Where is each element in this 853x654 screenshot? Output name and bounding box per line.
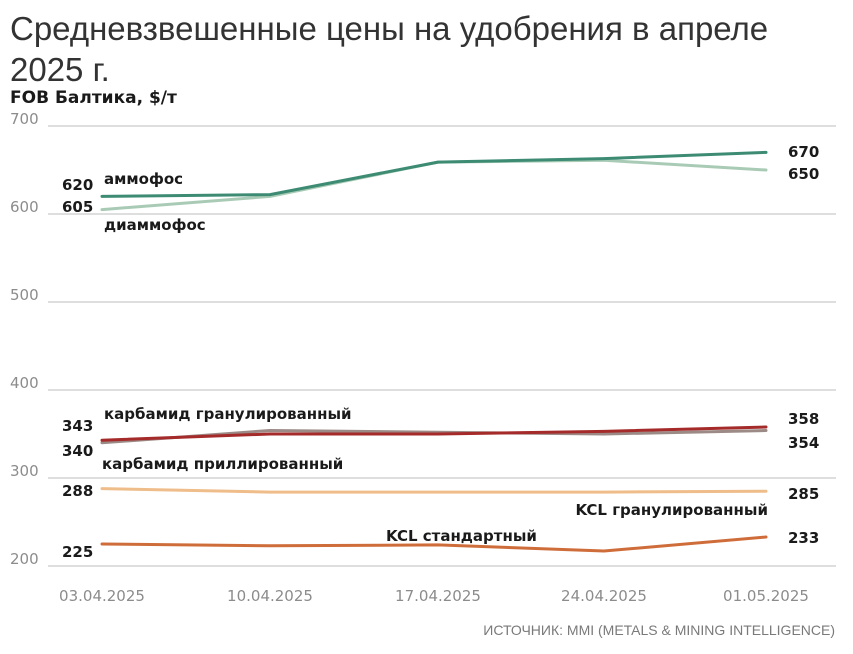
data-label: 225 [62,543,93,561]
chart-title: Средневзвешенные цены на удобрения в апр… [10,10,769,88]
series-label: диаммофос [104,216,206,234]
data-label: 670 [788,143,819,161]
series-label: KCL стандартный [386,527,537,545]
x-tick-label: 24.04.2025 [561,587,647,605]
data-label: 288 [62,482,93,500]
data-label: 285 [788,485,819,503]
data-label: 233 [788,529,819,547]
series-line [100,425,768,442]
series-label: карбамид приллированный [102,455,343,473]
y-tick-label: 200 [10,550,39,568]
data-label: 605 [62,198,93,216]
data-label: 340 [62,442,93,460]
chart-subtitle: FOB Балтика, $/т [10,88,177,108]
x-tick-label: 17.04.2025 [395,587,481,605]
series-line [100,535,768,553]
data-label: 343 [62,417,93,435]
source-note: ИСТОЧНИК: MMI (METALS & MINING INTELLIGE… [483,622,835,638]
series-line [100,487,768,494]
series-label: аммофос [104,170,183,188]
data-label: 650 [788,165,819,183]
data-label: 358 [788,410,819,428]
series-label: карбамид гранулированный [104,405,352,423]
y-tick-label: 700 [10,110,39,128]
x-tick-label: 03.04.2025 [59,587,145,605]
y-tick-label: 600 [10,198,39,216]
x-tick-label: 10.04.2025 [227,587,313,605]
y-tick-label: 400 [10,374,39,392]
data-label: 354 [788,434,819,452]
series-line [100,150,768,198]
data-label: 620 [62,176,93,194]
y-tick-label: 300 [10,462,39,480]
series-label: KCL гранулированный [575,501,768,519]
x-tick-label: 01.05.2025 [723,587,809,605]
y-tick-label: 500 [10,286,39,304]
series-line [100,158,768,212]
